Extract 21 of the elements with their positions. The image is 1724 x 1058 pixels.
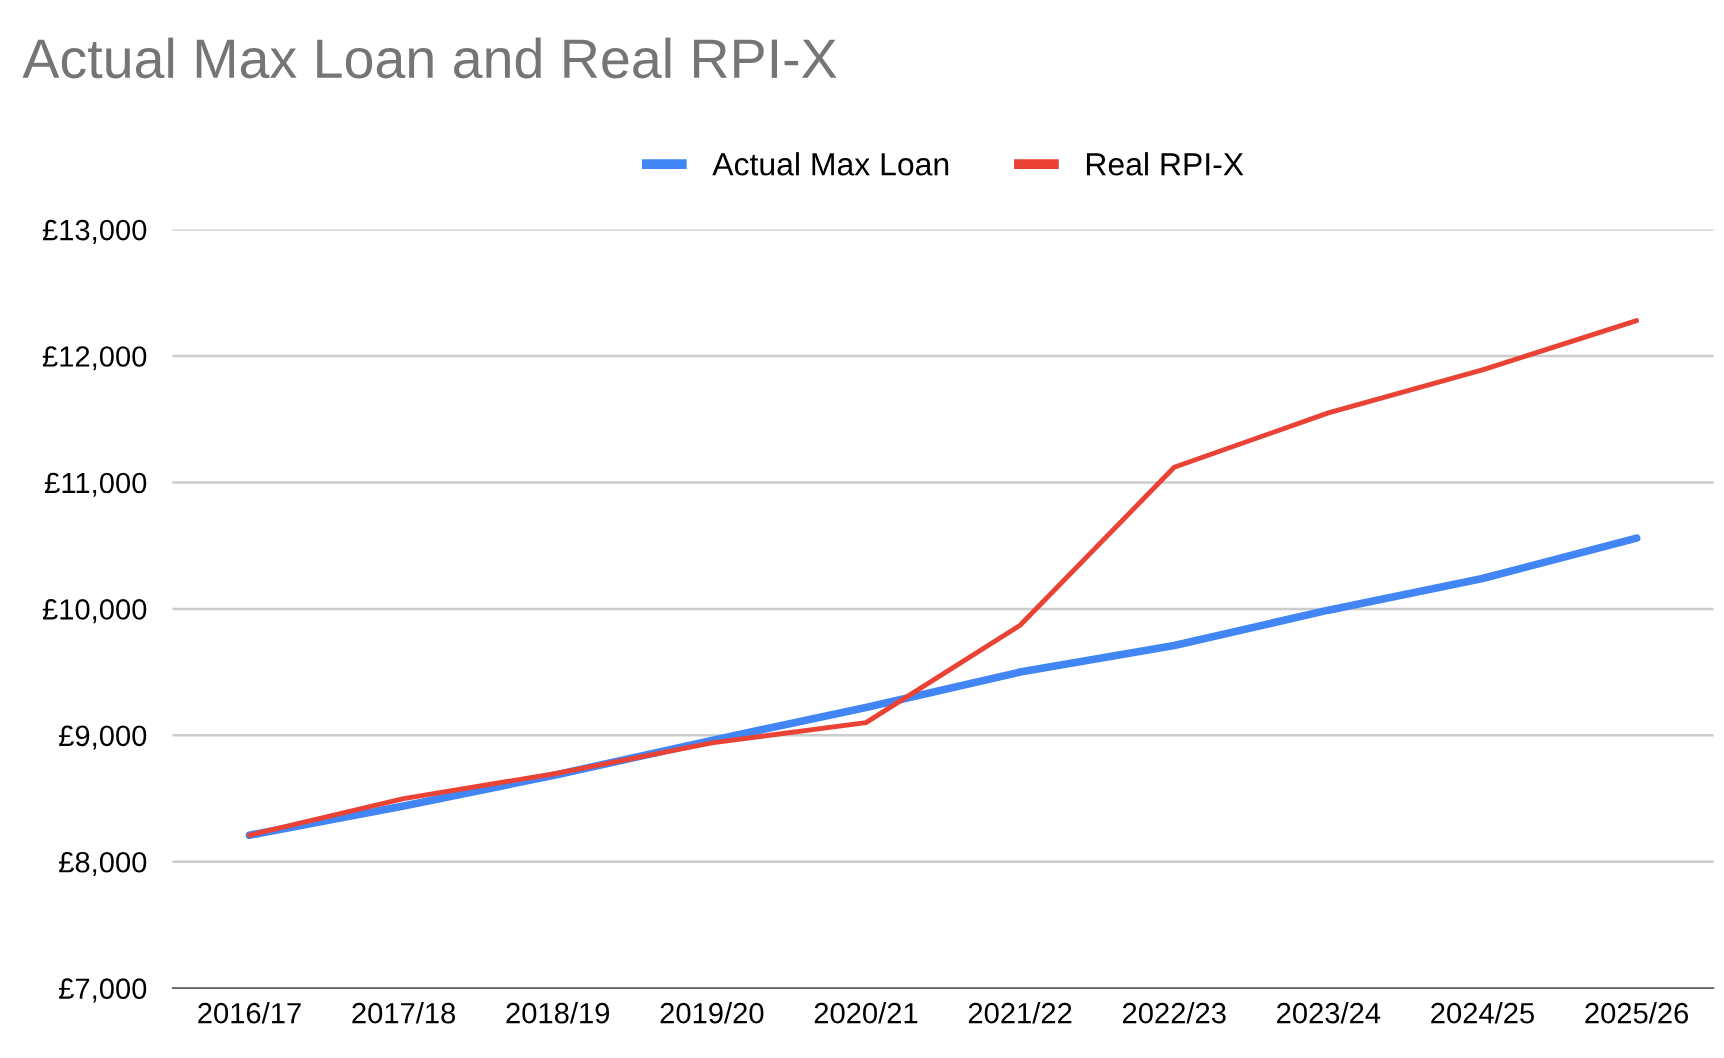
x-tick-label: 2017/18: [352, 1002, 456, 1024]
legend-label: Actual Max Loan: [712, 152, 949, 176]
x-tick-label: 2019/20: [660, 1002, 764, 1024]
y-tick-label: £9,000: [59, 725, 147, 750]
legend-label: Real RPI-X: [1086, 152, 1244, 176]
x-tick-label: 2025/26: [1585, 1002, 1689, 1024]
y-tick-label: £7,000: [59, 978, 147, 1003]
x-tick-label: 2020/21: [814, 1002, 918, 1024]
y-tick-label: £13,000: [42, 219, 147, 244]
x-tick-label: 2021/22: [968, 1002, 1072, 1024]
x-tick-label: 2018/19: [506, 1002, 610, 1024]
x-tick-label: 2024/25: [1431, 1002, 1534, 1024]
y-tick-label: £11,000: [44, 472, 147, 497]
x-tick-label: 2022/23: [1122, 1002, 1226, 1024]
x-tick-label: 2016/17: [198, 1002, 301, 1024]
chart-title: Actual Max Loan and Real RPI-X: [22, 37, 837, 79]
y-tick-label: £10,000: [42, 599, 147, 624]
line-series: [247, 318, 1640, 838]
y-tick-label: £12,000: [42, 346, 147, 371]
y-tick-label: £8,000: [59, 851, 147, 877]
x-tick-label: 2023/24: [1277, 1002, 1381, 1024]
